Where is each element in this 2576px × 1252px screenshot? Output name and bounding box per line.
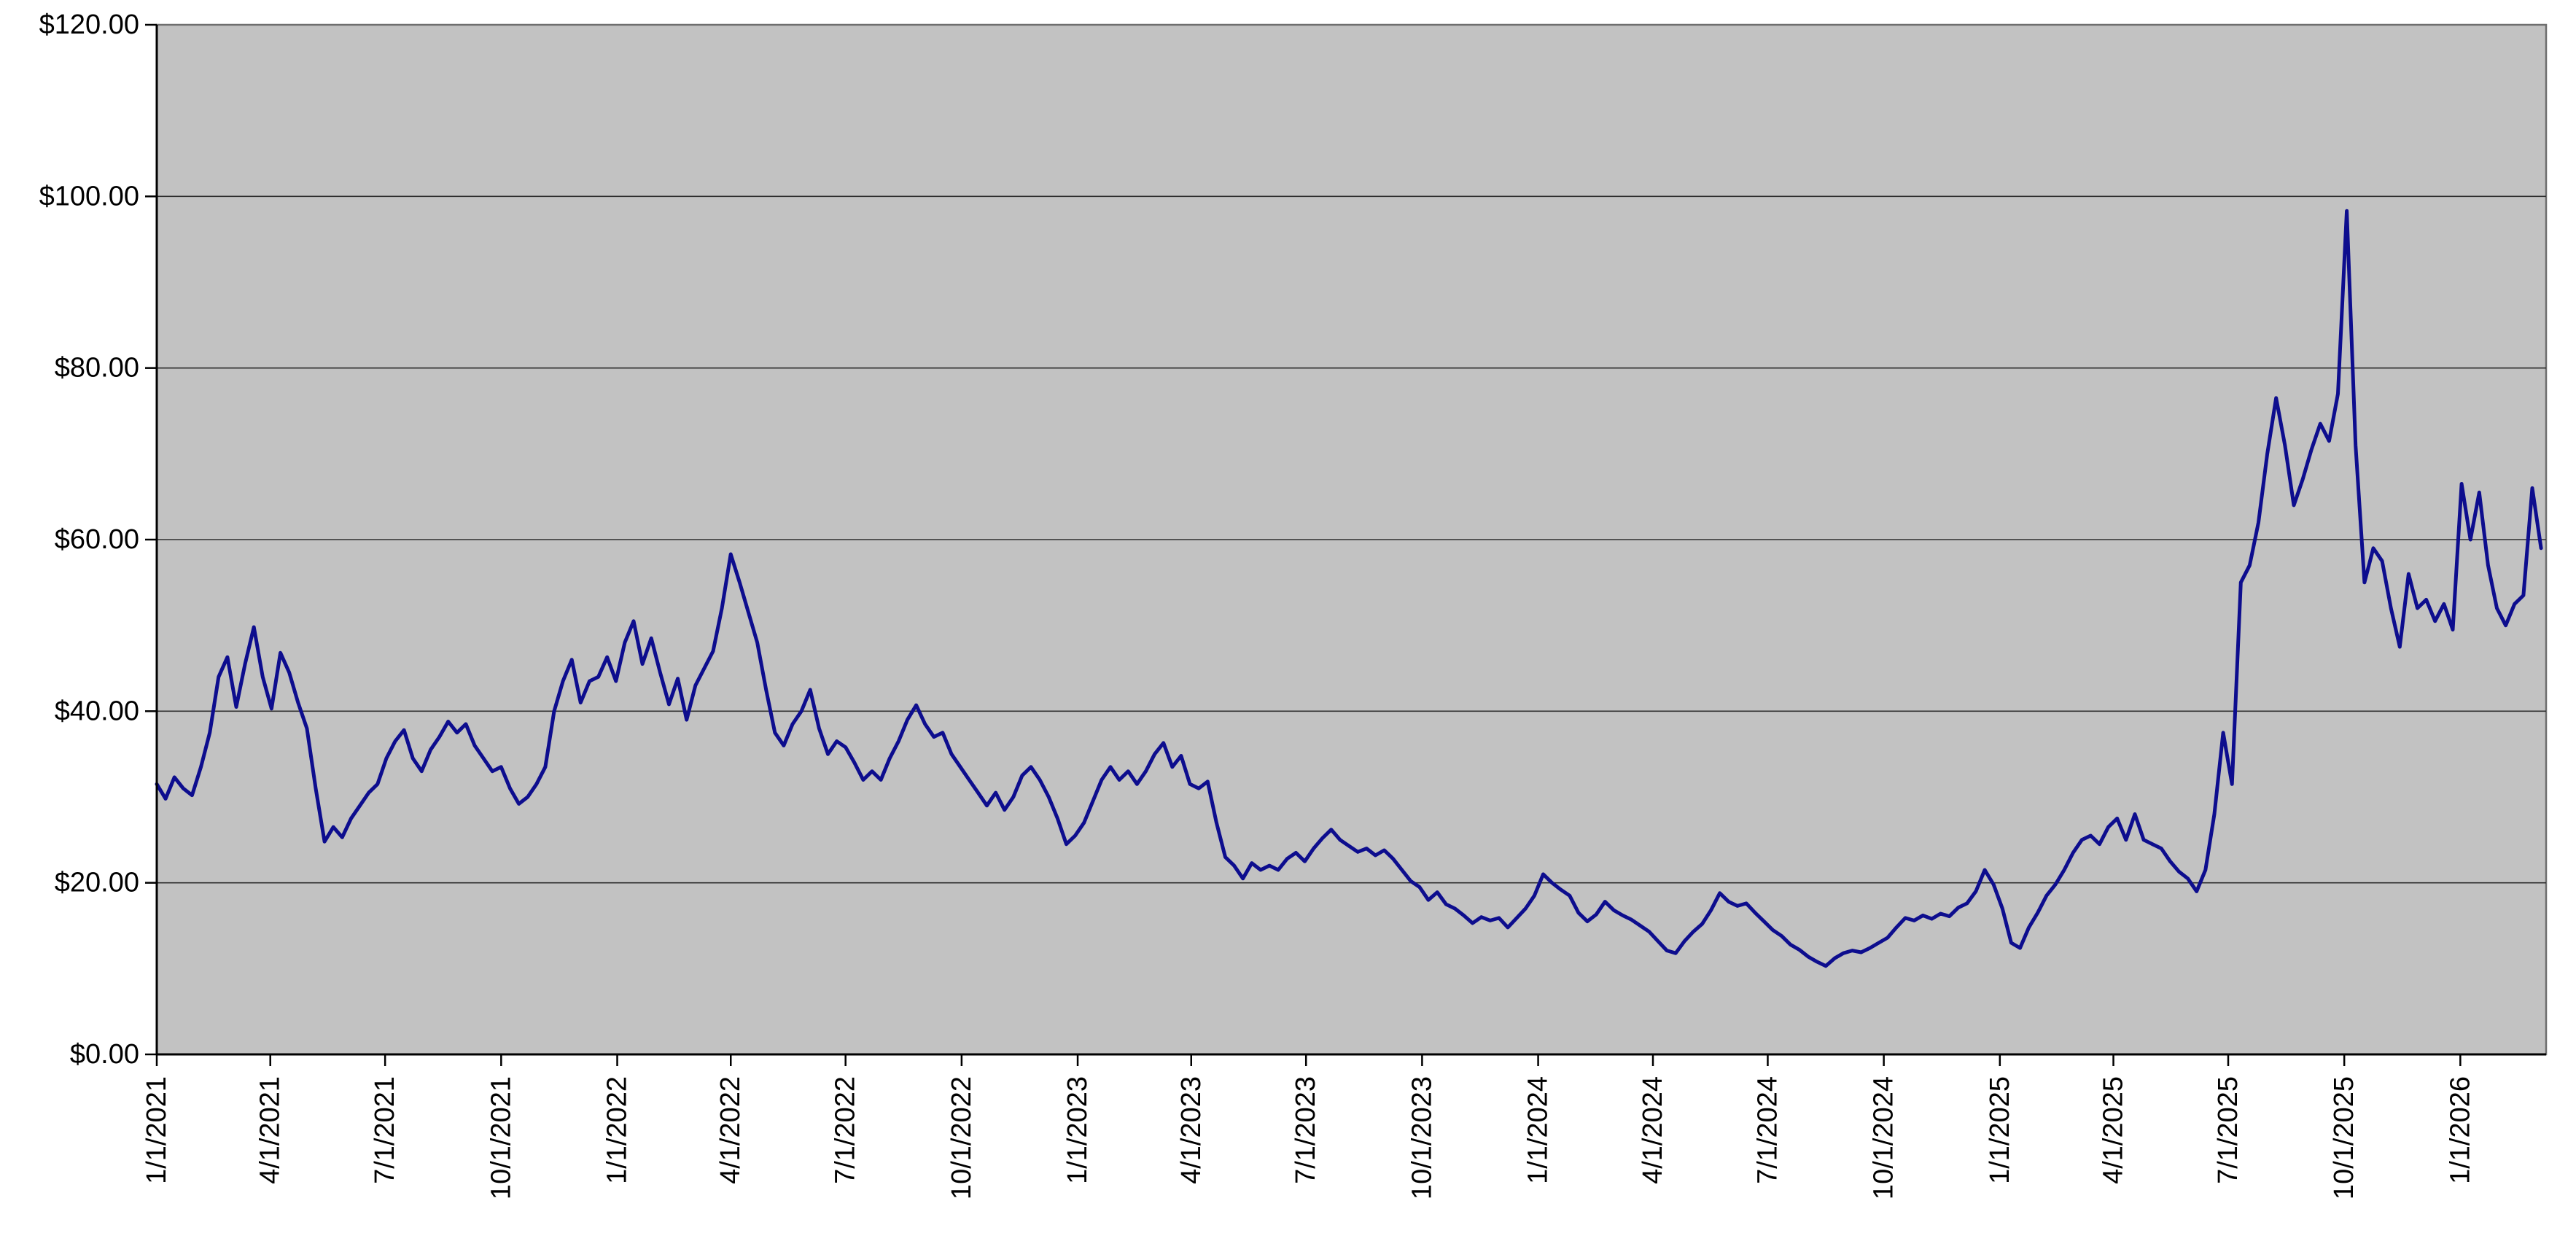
x-axis-label: 1/1/2024 — [1523, 1076, 1554, 1184]
x-axis-label: 1/1/2026 — [2445, 1076, 2475, 1184]
x-axis-label: 1/1/2023 — [1062, 1076, 1093, 1184]
x-axis-label: 1/1/2022 — [602, 1076, 633, 1184]
x-axis-label: 7/1/2024 — [1752, 1076, 1783, 1184]
y-axis-label: $100.00 — [39, 181, 139, 211]
x-axis-labels: 1/1/2021 4/1/2021 7/1/2021 10/1/2021 1/1/202… — [141, 1076, 2475, 1199]
x-axis-label: 4/1/2022 — [715, 1076, 746, 1184]
price-line — [155, 209, 2543, 968]
y-axis-label: $40.00 — [55, 696, 139, 726]
y-axis-label: $60.00 — [55, 524, 139, 555]
y-axis-label: $120.00 — [39, 9, 139, 40]
y-axis-labels: $0.00 $20.00 $40.00 $60.00 $80.00 $100.00 $120… — [39, 9, 139, 1070]
x-axis-label: 1/1/2021 — [141, 1076, 172, 1184]
x-axis-label: 4/1/2023 — [1176, 1076, 1207, 1184]
x-axis-label: 7/1/2023 — [1291, 1076, 1321, 1184]
x-axis-label: 10/1/2025 — [2329, 1076, 2359, 1199]
y-axis-label: $0.00 — [70, 1039, 139, 1070]
x-axis-label: 10/1/2024 — [1869, 1076, 1899, 1199]
x-axis-label: 7/1/2025 — [2213, 1076, 2244, 1184]
y-axis-label: $20.00 — [55, 868, 139, 898]
y-axis-ticks — [145, 23, 157, 1056]
x-axis-label: 1/1/2025 — [1985, 1076, 2015, 1184]
price-line-path — [155, 209, 2543, 968]
x-axis-ticks — [155, 1054, 2462, 1066]
x-axis-label: 4/1/2021 — [255, 1076, 286, 1184]
x-axis-label: 4/1/2025 — [2098, 1076, 2129, 1184]
x-axis-label: 10/1/2022 — [946, 1076, 977, 1199]
x-axis-label: 7/1/2022 — [830, 1076, 861, 1184]
x-axis-label: 4/1/2024 — [1638, 1076, 1668, 1184]
x-axis-label: 10/1/2021 — [486, 1076, 516, 1199]
x-axis-label: 7/1/2021 — [370, 1076, 400, 1184]
y-axis-label: $80.00 — [55, 353, 139, 384]
x-axis-label: 10/1/2023 — [1406, 1076, 1437, 1199]
